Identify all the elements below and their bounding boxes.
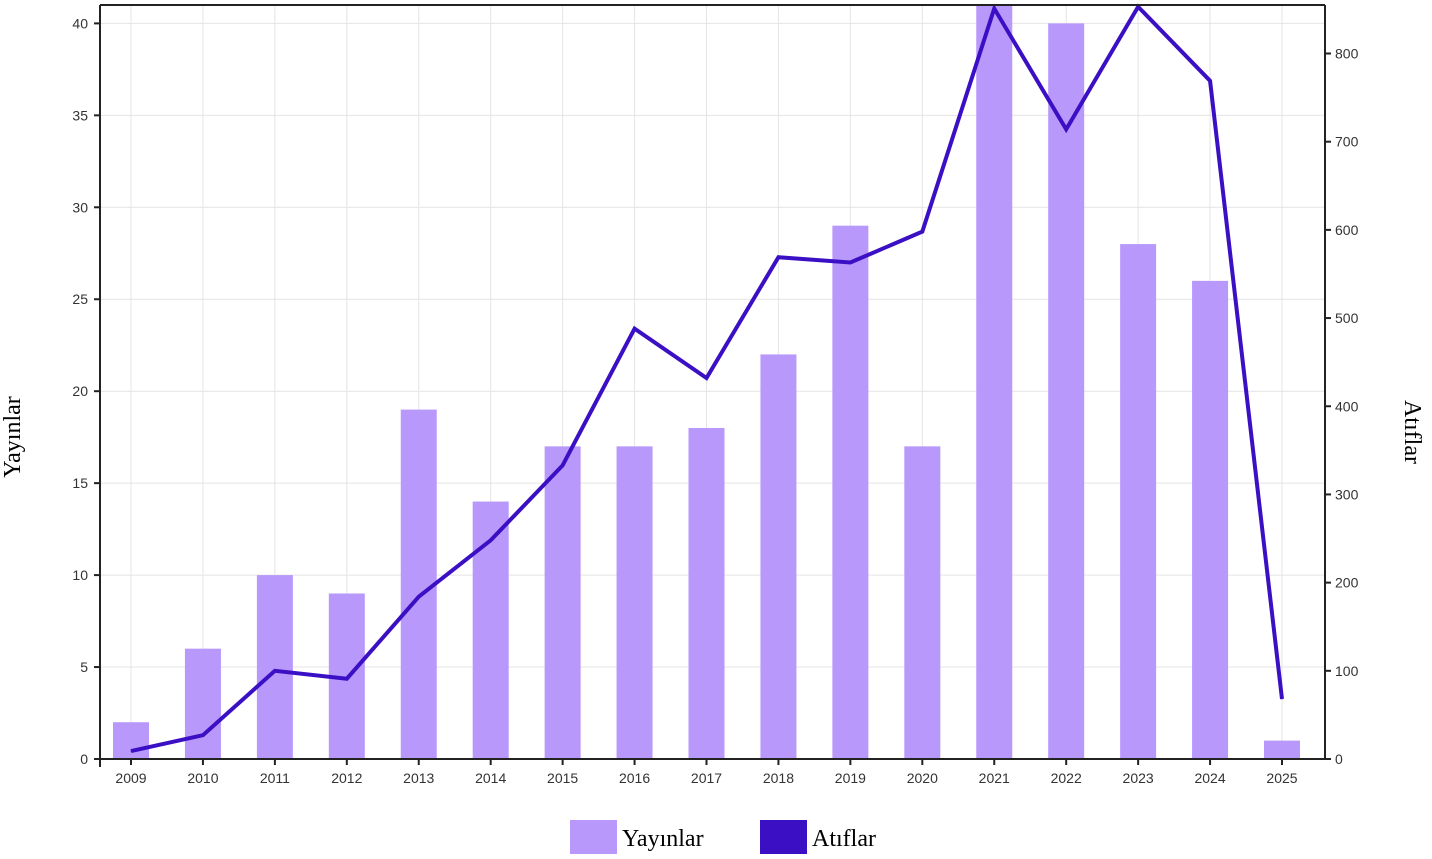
- x-tick-label: 2015: [547, 770, 578, 786]
- bar-2017: [688, 427, 725, 759]
- bar-2024: [1192, 280, 1229, 759]
- x-tick-label: 2010: [187, 770, 218, 786]
- bar-2015: [544, 446, 581, 759]
- x-tick-label: 2023: [1123, 770, 1154, 786]
- bar-2014: [472, 501, 509, 759]
- y2-tick-label: 400: [1335, 398, 1359, 414]
- bar-2023: [1120, 244, 1157, 759]
- line-point-2014: [490, 539, 492, 541]
- x-tick-label: 2019: [835, 770, 866, 786]
- bar-2019: [832, 225, 869, 759]
- y2-axis-label: Atıflar: [1399, 400, 1425, 464]
- bar-2018: [760, 354, 797, 759]
- bar-2016: [616, 446, 653, 759]
- x-tick-label: 2022: [1051, 770, 1082, 786]
- bar-2011: [256, 575, 293, 759]
- line-series: [130, 3, 1284, 754]
- line-point-2017: [706, 377, 707, 379]
- legend-label-atiflar: Atıflar: [812, 826, 876, 852]
- legend-swatch-yayinlar: [570, 820, 617, 854]
- y-tick-label: 35: [72, 107, 88, 123]
- bar-2022: [1048, 23, 1085, 759]
- bar-2025: [1264, 740, 1300, 759]
- y-tick-label: 10: [72, 567, 88, 583]
- x-tick-label: 2018: [763, 770, 794, 786]
- line-point-2012: [346, 678, 348, 680]
- y2-tick-label: 0: [1335, 751, 1343, 767]
- x-tick-label: 2017: [691, 770, 722, 786]
- x-tick-label: 2016: [619, 770, 650, 786]
- line-point-2020: [921, 231, 923, 233]
- legend: Yayınlar Atıflar: [570, 820, 876, 854]
- line-point-2024: [1209, 80, 1211, 82]
- line-point-2015: [562, 464, 564, 466]
- bar-2021: [976, 5, 1013, 759]
- x-tick-label: 2020: [907, 770, 938, 786]
- bar-2013: [400, 409, 437, 759]
- line-point-2019: [849, 262, 851, 264]
- y2-tick-label: 200: [1335, 575, 1359, 591]
- bar-2009: [113, 722, 149, 759]
- legend-label-yayinlar: Yayınlar: [622, 826, 704, 852]
- y2-tick-label: 600: [1335, 222, 1359, 238]
- axes: 0510152025303540010020030040050060070080…: [72, 4, 1359, 786]
- y2-tick-label: 500: [1335, 310, 1359, 326]
- y-tick-label: 15: [72, 475, 88, 491]
- x-tick-label: 2021: [979, 770, 1010, 786]
- line-point-2018: [777, 256, 779, 258]
- y2-tick-label: 700: [1335, 134, 1359, 150]
- y2-tick-label: 100: [1335, 663, 1359, 679]
- y2-tick-label: 800: [1335, 46, 1359, 62]
- y-tick-label: 40: [72, 15, 88, 31]
- x-tick-label: 2011: [260, 770, 290, 786]
- line-point-2023: [1137, 6, 1139, 8]
- line-point-2016: [634, 328, 636, 330]
- line-point-2013: [418, 596, 420, 598]
- y-tick-label: 30: [72, 199, 88, 215]
- x-tick-label: 2014: [475, 770, 506, 786]
- y2-tick-label: 300: [1335, 486, 1359, 502]
- bar-2020: [904, 446, 941, 759]
- x-tick-label: 2012: [331, 770, 362, 786]
- line-point-2010: [202, 734, 204, 736]
- line-point-2025: [1281, 698, 1283, 700]
- x-tick-label: 2013: [403, 770, 434, 786]
- x-tick-label: 2009: [115, 770, 146, 786]
- y-tick-label: 5: [80, 659, 88, 675]
- y-tick-label: 0: [80, 751, 88, 767]
- line-point-2022: [1065, 128, 1067, 130]
- legend-swatch-atiflar: [760, 820, 807, 854]
- bar-2010: [184, 648, 221, 759]
- line-point-2011: [274, 670, 276, 672]
- y-tick-label: 25: [72, 291, 88, 307]
- x-tick-label: 2025: [1266, 770, 1297, 786]
- bars: [113, 5, 1300, 759]
- y-axis-label: Yayınlar: [0, 396, 26, 478]
- line-point-2009: [130, 750, 132, 752]
- y-tick-label: 20: [72, 383, 88, 399]
- line-point-2021: [993, 8, 995, 10]
- x-tick-label: 2024: [1194, 770, 1225, 786]
